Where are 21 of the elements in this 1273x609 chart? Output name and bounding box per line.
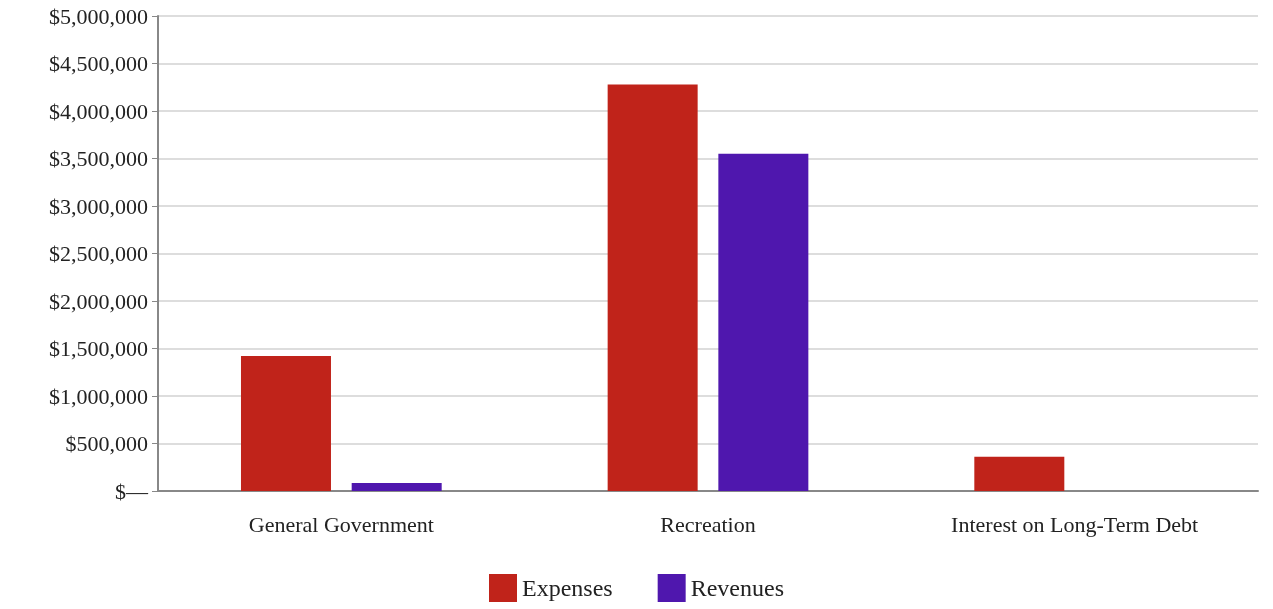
y-tick-label: $2,500,000: [49, 241, 148, 266]
x-tick-label: Interest on Long-Term Debt: [951, 511, 1199, 537]
y-tick-label: $1,500,000: [49, 336, 148, 361]
y-tick-label: $4,000,000: [49, 98, 148, 124]
y-tick-label: $3,500,000: [49, 146, 148, 171]
bar: [607, 84, 698, 491]
y-tick-label: $500,000: [65, 431, 148, 456]
y-tick-label: $4,500,000: [49, 51, 148, 76]
y-tick-label: $—: [115, 478, 149, 504]
y-tick-label: $2,000,000: [49, 288, 148, 314]
legend-label: Revenues: [690, 575, 784, 601]
x-tick-label: General Government: [248, 511, 434, 537]
y-tick-label: $3,000,000: [49, 193, 148, 219]
y-tick-label: $1,000,000: [49, 383, 148, 409]
bar: [718, 153, 809, 491]
bar: [351, 482, 442, 491]
y-tick-label: $5,000,000: [49, 3, 148, 29]
legend-label: Expenses: [522, 575, 613, 601]
bar: [240, 356, 331, 491]
bar: [974, 456, 1065, 491]
x-tick-label: Recreation: [660, 511, 756, 537]
